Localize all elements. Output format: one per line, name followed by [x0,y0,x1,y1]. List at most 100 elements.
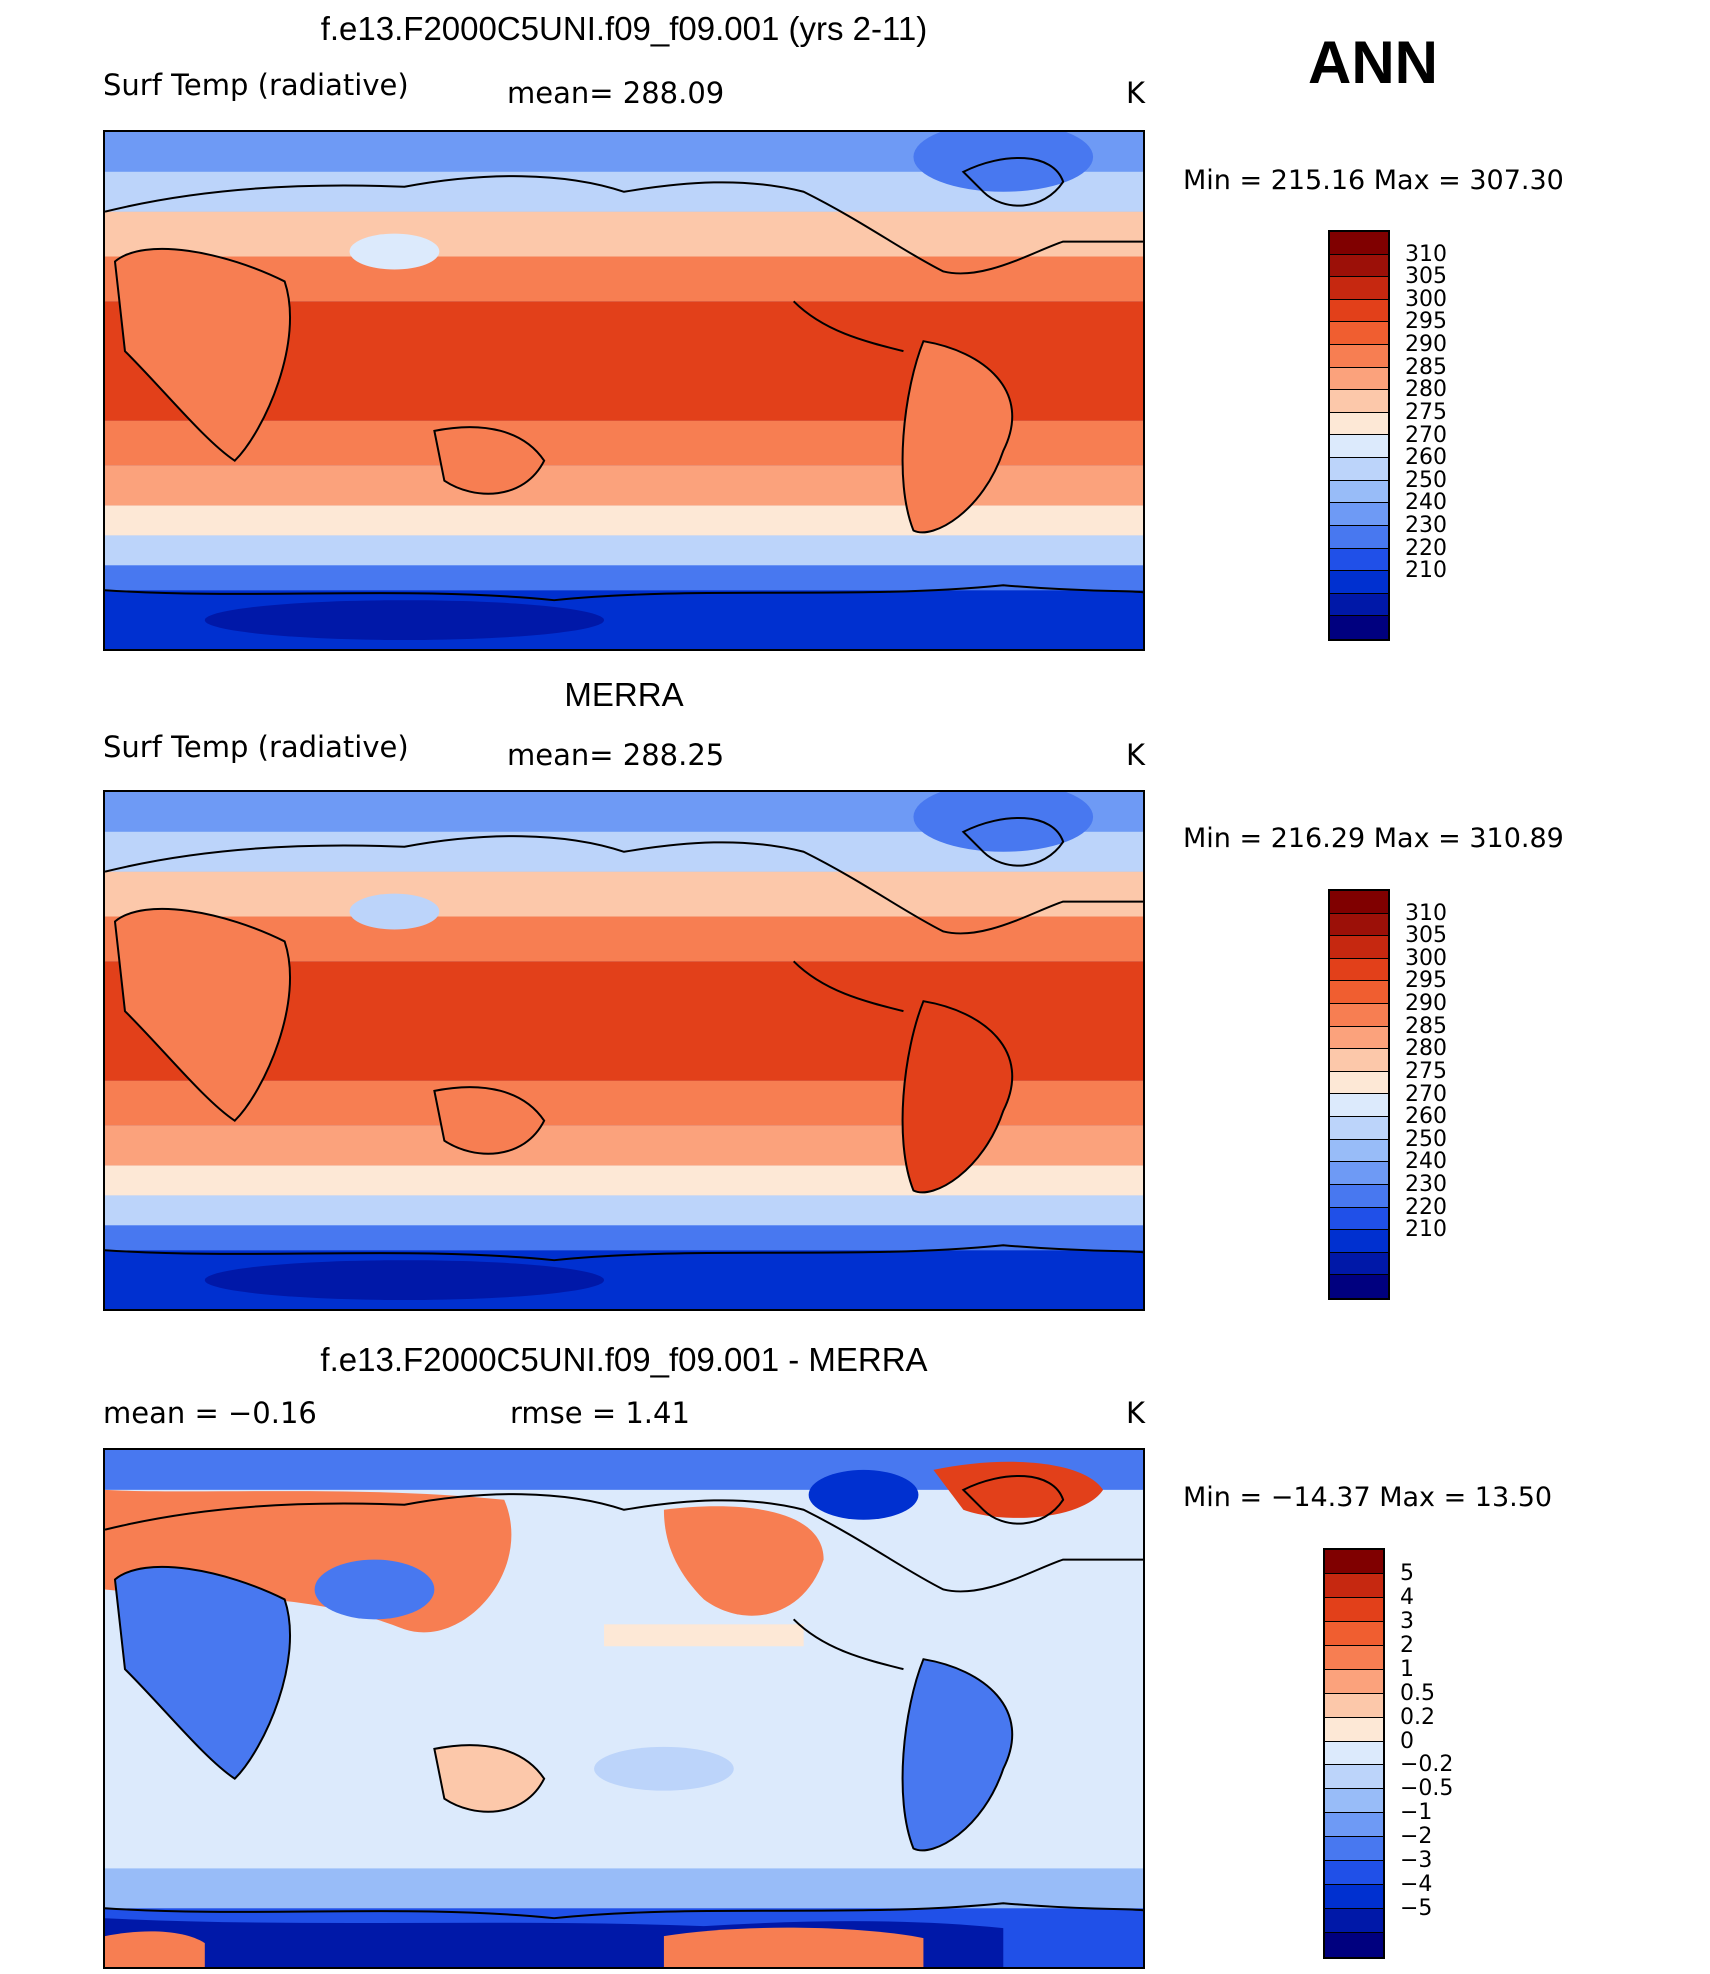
panel-2-colorbar [1328,889,1390,1300]
colorbar-tick-label: 2 [1400,1632,1414,1658]
colorbar-tick-label: 275 [1405,1058,1447,1084]
panel-3-mean-label: mean = −0.16 [103,1396,317,1430]
colorbar-tick-label: −4 [1400,1872,1433,1898]
colorbar-swatch [1330,277,1388,300]
colorbar-tick-label: −2 [1400,1824,1433,1850]
colorbar-swatch [1330,958,1388,982]
colorbar-swatch [1325,1813,1383,1838]
panel-1-map [103,130,1145,651]
colorbar-swatch [1325,1573,1383,1598]
colorbar-swatch [1325,1885,1383,1910]
panel-2-variable-label: Surf Temp (radiative) [103,730,409,764]
colorbar-tick-label: 300 [1405,286,1447,312]
colorbar-swatch [1330,345,1388,368]
colorbar-tick-label: 295 [1405,968,1447,994]
panel-3-rmse-label: rmse = 1.41 [510,1396,690,1430]
panel-3-minmax: Min = −14.37 Max = 13.50 [1183,1482,1553,1513]
colorbar-swatch [1325,1717,1383,1742]
colorbar-tick-label: 305 [1405,264,1447,290]
colorbar-swatch [1330,254,1388,278]
colorbar-tick-label: 3 [1400,1608,1414,1634]
colorbar-tick-label: 310 [1405,900,1447,926]
season-label: ANN [1308,29,1438,96]
panel-3-map-graphic [105,1450,1143,1967]
colorbar-swatch [1330,1026,1388,1050]
colorbar-tick-label: 305 [1405,923,1447,949]
colorbar-tick-label: 0.5 [1400,1680,1435,1706]
colorbar-swatch [1330,232,1388,255]
colorbar-swatch [1330,1275,1388,1298]
colorbar-swatch [1325,1550,1383,1574]
colorbar-swatch [1330,322,1388,346]
colorbar-swatch [1330,1094,1388,1118]
panel-1-map-graphic [105,132,1143,649]
panel-2-map [103,790,1145,1311]
colorbar-swatch [1325,1741,1383,1766]
colorbar-tick-label: 280 [1405,377,1447,403]
colorbar-tick-label: 260 [1405,445,1447,471]
panel-3-map [103,1448,1145,1969]
colorbar-swatch [1325,1645,1383,1670]
colorbar-swatch [1330,616,1388,639]
panel-1-title: f.e13.F2000C5UNI.f09_f09.001 (yrs 2-11) [320,10,928,47]
colorbar-swatch [1325,1765,1383,1790]
colorbar-swatch [1325,1837,1383,1862]
colorbar-tick-label: 210 [1405,1217,1447,1243]
colorbar-tick-label: 295 [1405,309,1447,335]
colorbar-tick-label: 290 [1405,991,1447,1017]
colorbar-tick-label: 210 [1405,558,1447,584]
colorbar-swatch [1330,525,1388,549]
colorbar-swatch [1330,299,1388,323]
colorbar-swatch [1330,936,1388,959]
panel-1-variable-label: Surf Temp (radiative) [103,68,409,102]
colorbar-tick-label: 280 [1405,1036,1447,1062]
colorbar-tick-label: −1 [1400,1800,1433,1826]
panel-1-minmax: Min = 215.16 Max = 307.30 [1183,165,1564,196]
colorbar-tick-label: 300 [1405,945,1447,971]
colorbar-swatch [1330,1004,1388,1027]
colorbar-swatch [1330,913,1388,937]
colorbar-tick-label: 250 [1405,467,1447,493]
colorbar-swatch [1325,1909,1383,1933]
colorbar-tick-label: −5 [1400,1896,1433,1922]
colorbar-tick-label: 5 [1400,1560,1414,1586]
colorbar-tick-label: 240 [1405,490,1447,516]
colorbar-tick-label: 0 [1400,1728,1414,1754]
colorbar-tick-label: 0.2 [1400,1704,1435,1730]
colorbar-swatch [1330,1049,1388,1072]
colorbar-swatch [1325,1789,1383,1814]
colorbar-swatch [1330,1252,1388,1276]
colorbar-tick-label: 290 [1405,332,1447,358]
colorbar-swatch [1330,1117,1388,1140]
colorbar-swatch [1325,1861,1383,1886]
colorbar-tick-label: −0.5 [1400,1776,1454,1802]
colorbar-tick-label: 285 [1405,1013,1447,1039]
panel-3-colorbar [1323,1548,1385,1959]
colorbar-tick-label: 220 [1405,535,1447,561]
panel-2-map-graphic [105,792,1143,1309]
colorbar-tick-label: 285 [1405,354,1447,380]
colorbar-tick-label: 230 [1405,1171,1447,1197]
colorbar-swatch [1330,390,1388,413]
colorbar-swatch [1325,1933,1383,1957]
colorbar-tick-label: 250 [1405,1126,1447,1152]
colorbar-tick-label: 260 [1405,1104,1447,1130]
colorbar-swatch [1330,367,1388,391]
colorbar-swatch [1330,593,1388,617]
colorbar-swatch [1330,548,1388,572]
panel-1-mean-label: mean= 288.09 [507,76,725,110]
colorbar-tick-label: −0.2 [1400,1752,1454,1778]
colorbar-swatch [1330,1207,1388,1231]
colorbar-tick-label: −3 [1400,1848,1433,1874]
colorbar-swatch [1325,1621,1383,1646]
colorbar-tick-label: 275 [1405,399,1447,425]
colorbar-swatch [1325,1693,1383,1718]
colorbar-tick-label: 240 [1405,1149,1447,1175]
colorbar-swatch [1330,1071,1388,1095]
colorbar-swatch [1330,981,1388,1005]
panel-2-title: MERRA [564,676,684,713]
panel-1-colorbar [1328,230,1390,641]
colorbar-swatch [1330,1184,1388,1208]
colorbar-tick-label: 270 [1405,422,1447,448]
colorbar-swatch [1330,435,1388,459]
